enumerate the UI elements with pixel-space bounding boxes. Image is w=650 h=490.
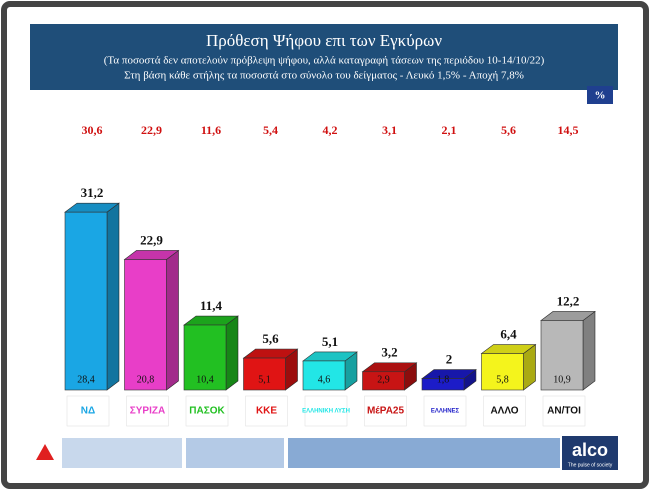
bar-side-shade [166,250,179,390]
logo-box [364,395,407,427]
footer-band [288,438,560,468]
top-value-label: 11,6 [201,123,221,137]
value-label: 2 [446,352,453,367]
brand: alco [572,440,608,460]
inner-value-label: 20,8 [137,374,155,385]
top-value-label: 3,1 [382,123,397,137]
logo-box [185,395,229,427]
bar-side-shade [523,344,536,390]
bar [362,371,405,391]
bar-side-shade [583,311,595,390]
category-label: ΑΝ/ΤΟΙ [547,406,581,417]
brand-box [562,436,618,470]
logo-box [542,395,586,427]
bar-side-shade [285,349,298,390]
unit-badge [587,86,613,104]
top-value-label: 5,4 [263,123,278,137]
bar-top-shade [541,311,595,321]
inner-value-label: 5,8 [496,374,509,385]
bar-side-shade [107,203,119,390]
top-value-label: 14,5 [558,123,579,137]
brand-tagline: The pulse of society [568,462,613,468]
bar [540,320,584,391]
category-label: ΚΚΕ [256,406,277,417]
top-value-label: 2,1 [442,123,457,137]
footer-band [62,438,182,468]
top-value-label: 30,6 [82,123,103,137]
logo-box [66,395,110,427]
bar [243,357,286,391]
inner-value-label: 28,4 [77,374,95,385]
chart-title: Πρόθεση Ψήφου επι των Εγκύρων [206,31,442,50]
inner-value-label: 4,6 [318,374,331,385]
category-label: ΠΑΣΟΚ [189,406,225,417]
subtitle: (Τα ποσοστά δεν αποτελούν πρόβλεψη ψήφου… [104,55,545,67]
top-value-label: 22,9 [141,123,162,137]
category-label: ΑΛΛΟ [490,406,518,417]
bar-top-shade [481,344,536,354]
logo-box [483,395,526,427]
logo-icon [36,444,54,460]
bar-top-shade [362,362,417,372]
footer-band [186,438,284,468]
inner-value-label: 10,4 [196,374,214,385]
category-label: ΝΔ [81,406,95,417]
category-label: ΜέΡΑ25 [367,406,405,417]
inner-value-label: 2,9 [377,374,390,385]
bar-top-shade [243,349,298,359]
bar [64,211,108,391]
logo-box [304,395,348,427]
value-label: 3,2 [381,345,397,360]
bar [183,324,227,391]
bar-top-shade [422,369,476,379]
bar-side-shade [226,316,238,390]
top-value-label: 5,6 [501,123,516,137]
inner-value-label: 10,9 [553,374,571,385]
bar-top-shade [303,351,357,361]
bar-top-shade [65,203,119,213]
value-label: 11,4 [200,298,223,313]
bar-top-shade [184,316,238,326]
logo-box [126,395,169,427]
value-label: 31,2 [81,185,104,200]
category-label: ΕΛΛΗΝΙΚΗ ΛΥΣΗ [302,409,350,415]
bar [124,259,167,391]
bar-side-shade [345,351,357,390]
title-banner [30,24,618,90]
top-value-label: 4,2 [323,123,338,137]
subtitle: Στη βάση κάθε στήλης τα ποσοστά στο σύνο… [124,70,524,82]
bar [302,360,346,391]
value-label: 6,4 [500,327,517,342]
bar-top-shade [124,250,179,260]
value-label: 5,6 [262,331,279,346]
value-label: 12,2 [557,293,580,308]
logo-box [423,395,467,427]
category-label: ΕΛΛΗΝΕΣ [431,409,460,415]
logo-box [245,395,288,427]
category-label: ΣΥΡΙΖΑ [130,406,165,417]
inner-value-label: 5,1 [258,374,271,385]
bar [421,378,465,391]
inner-value-label: 1,8 [437,374,450,385]
value-label: 22,9 [140,232,163,247]
value-label: 5,1 [322,334,338,349]
bar [481,353,524,391]
unit-badge-text: % [595,90,606,102]
bar-side-shade [464,369,476,390]
